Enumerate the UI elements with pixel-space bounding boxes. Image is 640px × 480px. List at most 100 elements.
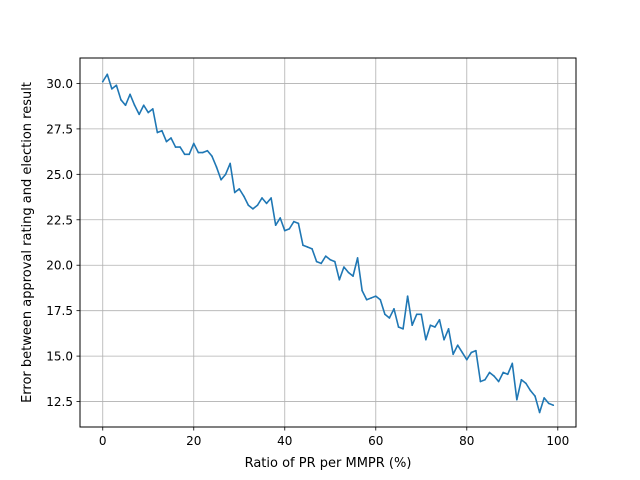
data-point [511,362,514,365]
data-point [356,257,359,259]
data-point [529,389,532,392]
series-layer [101,73,555,414]
data-point [470,351,473,354]
data-point [402,328,404,330]
x-tick-label: 40 [277,434,292,448]
data-point [361,289,363,292]
data-point [465,358,468,361]
data-point [434,326,436,328]
data-point [115,84,118,87]
data-point [138,113,140,116]
data-point [516,398,518,401]
data-point [497,380,500,383]
data-point [388,317,391,319]
data-point [384,313,386,316]
data-point [261,197,263,199]
y-tick-label: 30.0 [46,77,73,91]
plot-frame [79,57,577,428]
data-point [111,88,113,90]
data-point [443,338,445,341]
data-point [129,93,131,96]
y-tick-label: 25.0 [46,168,73,182]
data-point [547,402,550,405]
data-point [179,146,181,148]
data-point [197,151,200,154]
data-point [488,371,491,374]
data-point [293,220,295,223]
data-point [334,260,336,263]
data-point [406,295,409,297]
data-point [306,246,309,248]
data-point [224,173,227,176]
data-point [215,166,218,168]
data-point [229,162,231,165]
data-point [411,324,413,327]
x-tick-label: 20 [186,434,201,448]
data-point [120,99,122,101]
data-point [420,313,423,316]
data-point [188,153,191,156]
data-point [461,351,464,354]
data-point [270,197,272,199]
data-point [238,188,241,190]
x-tick-label: 0 [99,434,107,448]
data-point [452,353,454,356]
data-point [352,275,354,277]
x-axis-label: Ratio of PR per MMPR (%) [245,456,412,471]
data-point [425,338,427,341]
data-point [320,262,322,265]
data-point [192,142,195,145]
y-axis-label: Error between approval rating and electi… [20,82,35,403]
data-point [520,378,523,381]
data-point [493,375,495,377]
data-point [475,349,477,352]
data-point [393,308,395,310]
data-point [211,155,213,157]
data-point [152,108,154,110]
data-point [534,395,536,397]
data-point [233,191,236,194]
data-point [502,371,504,374]
data-point [106,73,109,76]
data-point [161,129,163,132]
series-line [101,73,555,414]
data-point [397,326,400,328]
data-point [315,260,318,263]
data-point [552,404,555,406]
data-point [429,324,432,327]
y-tick-label: 15.0 [46,350,73,364]
data-point [265,202,268,205]
data-point [101,80,104,83]
data-point [256,204,259,207]
data-point [311,248,313,250]
x-tick-label: 100 [546,434,569,448]
data-point [324,255,327,257]
data-point [338,278,341,281]
data-point [379,298,382,301]
data-point [247,204,250,207]
data-point [202,151,204,154]
data-point [447,328,450,330]
y-tick-label: 22.5 [46,213,73,227]
data-point [206,149,209,152]
y-tick-label: 17.5 [46,304,73,318]
data-point [538,411,541,414]
data-point [343,266,345,268]
y-tick-label: 12.5 [46,395,73,409]
data-point [479,380,482,383]
data-point [370,297,373,299]
data-point [302,244,304,247]
x-axis-ticks: 0 20 40 60 80 100 [99,427,569,448]
data-point [288,228,291,230]
x-tick-label: 60 [368,434,383,448]
data-point [147,111,150,114]
data-point [183,153,186,156]
data-point [243,195,245,197]
data-point [124,104,127,107]
data-point [156,131,159,134]
data-point [165,140,168,143]
x-tick-label: 80 [459,434,474,448]
data-point [374,295,377,297]
data-point [506,373,509,376]
